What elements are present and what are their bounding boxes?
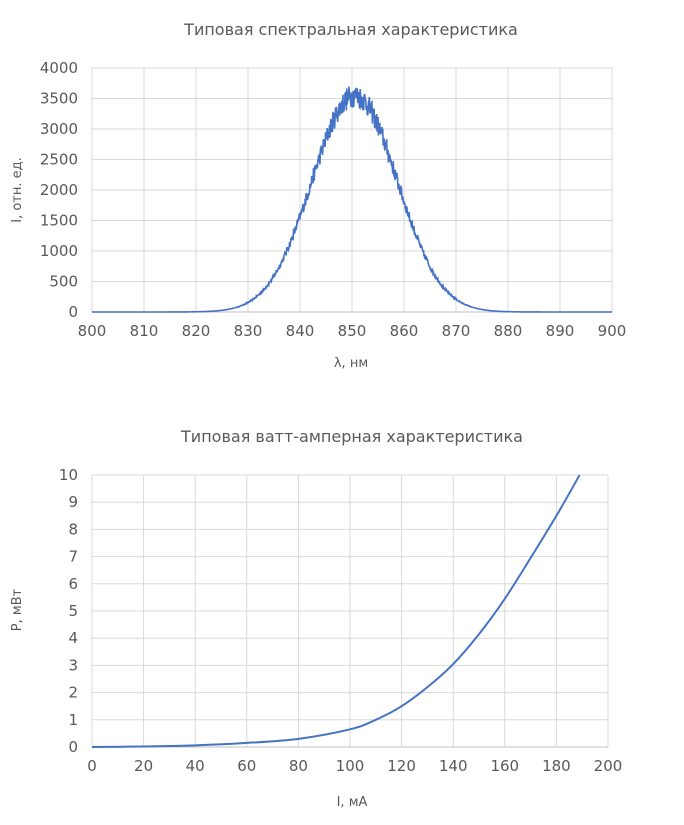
- watt-ampere-x-tick-7: 140: [439, 757, 468, 775]
- watt-ampere-gridlines: [91, 474, 609, 748]
- spectral-x-tick-3: 830: [234, 322, 263, 340]
- spectral-y-tick-6: 3000: [40, 120, 78, 138]
- spectral-x-axis-label: λ, нм: [334, 356, 368, 371]
- watt-ampere-x-tick-1: 20: [134, 757, 153, 775]
- spectral-y-tick-labels: 0 500 1000 1500 2000 2500 3000 3500 4000: [40, 59, 78, 321]
- spectral-chart-title: Типовая спектральная характеристика: [183, 20, 518, 39]
- watt-ampere-y-tick-0: 0: [68, 738, 78, 756]
- watt-ampere-y-tick-5: 5: [68, 602, 78, 620]
- watt-ampere-x-tick-2: 40: [186, 757, 205, 775]
- watt-ampere-y-tick-6: 6: [68, 575, 78, 593]
- spectral-y-tick-7: 3500: [40, 90, 78, 108]
- watt-ampere-x-tick-labels: 0 20 40 60 80 100 120 140 160 180 200: [87, 757, 622, 775]
- spectral-y-axis-label: I, отн. ед.: [10, 157, 25, 223]
- spectral-series-line: [92, 86, 612, 313]
- spectral-x-tick-labels: 800 810 820 830 840 850 860 870 880 890 900: [78, 322, 627, 340]
- spectral-x-tick-1: 810: [130, 322, 159, 340]
- spectral-y-tick-3: 1500: [40, 212, 78, 230]
- watt-ampere-y-axis-label: P, мВт: [10, 588, 25, 631]
- watt-ampere-x-tick-0: 0: [87, 757, 97, 775]
- spectral-y-tick-1: 500: [49, 273, 78, 291]
- watt-ampere-x-tick-10: 200: [594, 757, 623, 775]
- spectral-y-tick-4: 2000: [40, 181, 78, 199]
- watt-ampere-x-tick-4: 80: [289, 757, 308, 775]
- watt-ampere-y-tick-labels: 0 1 2 3 4 5 6 7 8 9 10: [59, 466, 78, 756]
- watt-ampere-series-line: [91, 474, 581, 748]
- watt-ampere-y-tick-1: 1: [68, 711, 78, 729]
- watt-ampere-y-tick-4: 4: [68, 629, 78, 647]
- watt-ampere-y-tick-2: 2: [68, 684, 78, 702]
- spectral-y-tick-0: 0: [68, 303, 78, 321]
- spectral-x-tick-2: 820: [182, 322, 211, 340]
- watt-ampere-y-tick-8: 8: [68, 520, 78, 538]
- spectral-x-tick-9: 890: [546, 322, 575, 340]
- watt-ampere-y-tick-7: 7: [68, 548, 78, 566]
- spectral-x-tick-5: 850: [338, 322, 367, 340]
- watt-ampere-chart: Типовая ватт-амперная характеристика 012…: [10, 427, 622, 810]
- spectral-x-tick-6: 860: [390, 322, 419, 340]
- watt-ampere-y-tick-9: 9: [68, 493, 78, 511]
- spectral-x-tick-4: 840: [286, 322, 315, 340]
- spectral-y-tick-2: 1000: [40, 242, 78, 260]
- watt-ampere-x-tick-9: 180: [542, 757, 571, 775]
- spectral-y-tick-8: 4000: [40, 59, 78, 77]
- spectral-x-tick-10: 900: [598, 322, 627, 340]
- spectral-x-tick-7: 870: [442, 322, 471, 340]
- watt-ampere-x-tick-8: 160: [490, 757, 519, 775]
- watt-ampere-chart-title: Типовая ватт-амперная характеристика: [180, 427, 523, 446]
- spectral-y-tick-5: 2500: [40, 151, 78, 169]
- watt-ampere-y-tick-3: 3: [68, 656, 78, 674]
- spectral-chart: Типовая спектральная характеристика 0 500…: [10, 20, 626, 371]
- watt-ampere-x-tick-6: 120: [387, 757, 416, 775]
- spectral-x-tick-8: 880: [494, 322, 523, 340]
- spectral-x-tick-0: 800: [78, 322, 107, 340]
- watt-ampere-x-tick-5: 100: [336, 757, 365, 775]
- watt-ampere-y-tick-10: 10: [59, 466, 78, 484]
- watt-ampere-x-axis-label: I, мА: [337, 795, 368, 810]
- watt-ampere-x-tick-3: 60: [237, 757, 256, 775]
